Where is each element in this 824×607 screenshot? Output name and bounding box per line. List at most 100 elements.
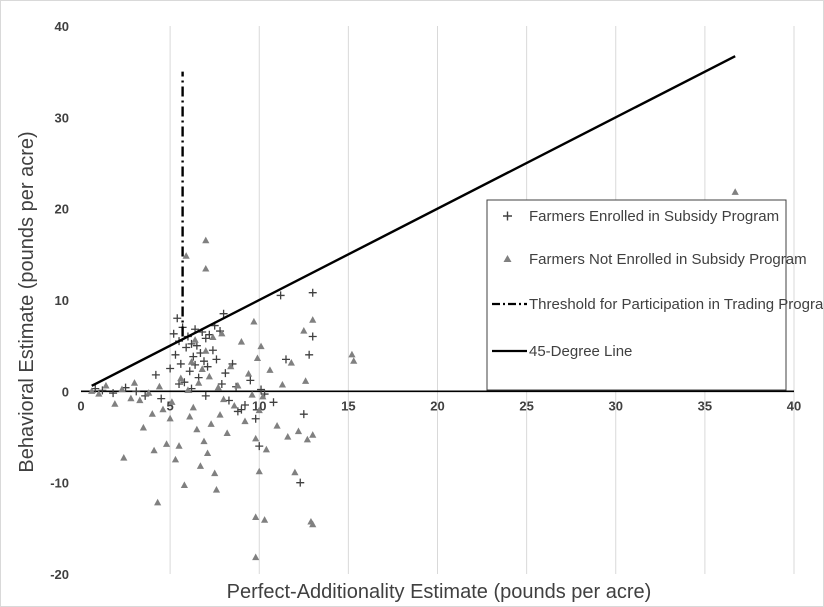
point-not-enrolled-54	[248, 390, 256, 398]
point-enrolled-9	[169, 329, 178, 338]
point-enrolled-7	[157, 394, 166, 403]
point-enrolled-10	[171, 350, 180, 359]
x-tick-label-5: 5	[167, 398, 174, 413]
point-enrolled-57	[233, 407, 242, 416]
point-not-enrolled-9	[139, 423, 147, 431]
point-enrolled-28	[203, 362, 212, 371]
y-tick-label-20: 20	[55, 202, 69, 217]
point-not-enrolled-47	[223, 429, 231, 436]
point-enrolled-36	[224, 396, 233, 405]
point-enrolled-44	[257, 385, 266, 394]
point-not-enrolled-44	[216, 411, 224, 418]
point-not-enrolled-75	[303, 435, 311, 443]
point-enrolled-22	[192, 341, 201, 350]
y-tick-label-10: 10	[55, 293, 69, 308]
point-not-enrolled-79	[309, 316, 317, 323]
point-enrolled-29	[205, 330, 214, 339]
point-enrolled-5	[141, 391, 150, 400]
point-enrolled-32	[212, 355, 221, 364]
x-tick-labels: 0 5 10 15 20 25 30 35 40	[77, 398, 801, 413]
point-not-enrolled-62	[257, 342, 265, 350]
point-not-enrolled-42	[212, 485, 221, 493]
x-tick-label-30: 30	[609, 398, 623, 413]
point-not-enrolled-19	[171, 455, 180, 463]
x-tick-label-20: 20	[430, 398, 444, 413]
x-tick-label-25: 25	[519, 398, 533, 413]
point-not-enrolled-57	[252, 513, 260, 520]
point-enrolled-11	[173, 314, 182, 323]
point-enrolled-49	[296, 478, 305, 487]
point-enrolled-43	[255, 442, 264, 451]
point-not-enrolled-74	[301, 377, 310, 384]
point-enrolled-55	[201, 391, 210, 400]
point-not-enrolled-2	[102, 381, 110, 389]
point-not-enrolled-11	[148, 410, 156, 417]
point-not-enrolled-3	[111, 400, 119, 407]
reference-lines	[91, 55, 736, 387]
point-not-enrolled-80	[348, 350, 356, 358]
point-enrolled-53	[308, 332, 317, 341]
point-not-enrolled-40	[209, 333, 217, 341]
x-tick-label-0: 0	[77, 398, 84, 413]
point-not-enrolled-28	[191, 336, 199, 343]
point-not-enrolled-36	[202, 264, 210, 272]
point-enrolled-30	[208, 346, 217, 355]
point-enrolled-40	[240, 401, 249, 410]
y-tick-label-30: 30	[55, 110, 69, 125]
point-not-enrolled-23	[182, 252, 190, 259]
legend-plus-marker	[503, 211, 512, 221]
point-not-enrolled-20	[175, 442, 183, 449]
point-not-enrolled-17	[166, 414, 174, 422]
point-enrolled-15	[180, 378, 189, 387]
point-enrolled-13	[176, 359, 185, 368]
point-enrolled-34	[219, 309, 228, 318]
point-not-enrolled-69	[284, 433, 292, 440]
point-not-enrolled-29	[193, 425, 201, 433]
y-tick-label-40: 40	[55, 19, 69, 34]
point-not-enrolled-7	[130, 379, 139, 386]
x-tick-label-40: 40	[787, 398, 801, 413]
point-not-enrolled-78	[309, 431, 317, 438]
point-enrolled-39	[237, 405, 246, 414]
point-not-enrolled-26	[187, 358, 196, 365]
point-not-enrolled-61	[255, 406, 263, 414]
point-enrolled-27	[201, 334, 210, 343]
point-not-enrolled-59	[253, 354, 262, 362]
point-not-enrolled-13	[154, 498, 162, 506]
point-not-enrolled-45	[218, 329, 226, 337]
point-not-enrolled-43	[214, 383, 222, 391]
x-tick-label-15: 15	[341, 398, 355, 413]
point-enrolled-52	[308, 288, 317, 297]
point-not-enrolled-22	[180, 481, 188, 489]
point-enrolled-19	[187, 339, 196, 348]
point-not-enrolled-46	[220, 395, 228, 403]
point-not-enrolled-35	[202, 236, 210, 244]
point-not-enrolled-70	[287, 359, 295, 366]
point-not-enrolled-63	[259, 392, 267, 400]
point-enrolled-4	[132, 387, 141, 396]
y-axis-title: Behavioral Estimate (pounds per acre)	[16, 131, 38, 472]
point-enrolled-56	[217, 380, 226, 389]
point-not-enrolled-16	[162, 440, 171, 447]
point-not-enrolled-65	[262, 445, 270, 453]
point-not-enrolled-25	[186, 412, 194, 420]
point-not-enrolled-58	[252, 553, 260, 561]
point-enrolled-47	[276, 291, 285, 300]
legend-entry-not-enrolled: Farmers Not Enrolled in Subsidy Program	[503, 251, 807, 268]
point-not-enrolled-52	[241, 417, 249, 425]
legend: Farmers Enrolled in Subsidy Program Farm…	[486, 199, 823, 391]
point-enrolled-0	[91, 384, 100, 393]
point-not-enrolled-56	[252, 434, 260, 442]
point-enrolled-50	[299, 410, 308, 419]
point-enrolled-48	[281, 355, 290, 364]
legend-box	[486, 199, 787, 391]
point-not-enrolled-21	[177, 374, 185, 382]
point-not-enrolled-8	[136, 396, 144, 404]
point-not-enrolled-31	[196, 462, 205, 469]
point-not-enrolled-30	[195, 379, 203, 386]
point-not-enrolled-1	[95, 390, 103, 397]
data-points	[88, 188, 739, 561]
point-enrolled-26	[199, 357, 208, 366]
point-not-enrolled-71	[291, 468, 299, 476]
